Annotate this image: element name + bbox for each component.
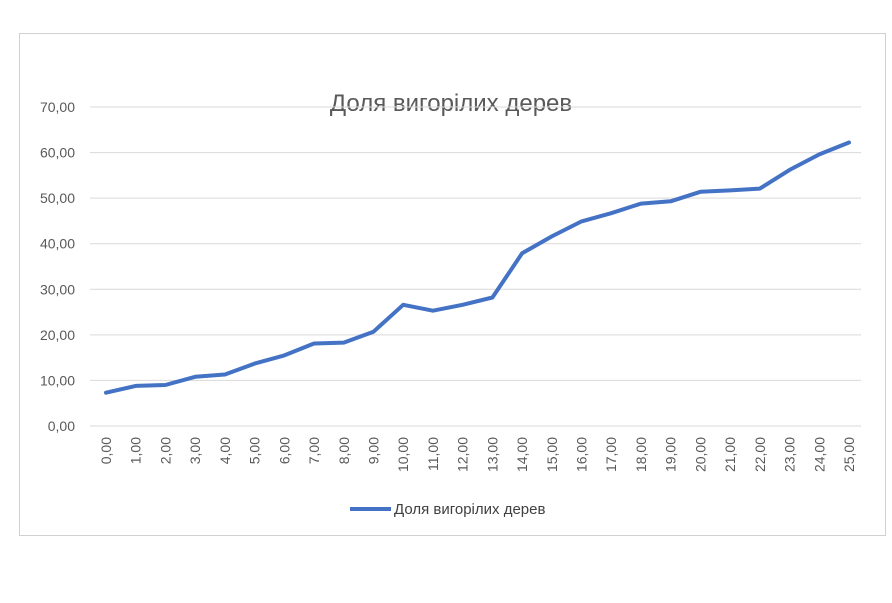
x-tick-label: 15,00 (544, 437, 560, 472)
y-tick-label: 30,00 (40, 281, 75, 297)
series-layer (104, 140, 851, 395)
x-tick-label: 17,00 (603, 437, 619, 472)
gridlines (90, 106, 861, 427)
legend-label: Доля вигорілих дерев (394, 501, 545, 518)
x-tick-label: 23,00 (782, 437, 798, 472)
y-tick-label: 70,00 (40, 99, 75, 115)
x-tick-label: 12,00 (455, 437, 471, 472)
x-tick-label: 19,00 (663, 437, 679, 472)
x-axis-ticks: 0,00 1,00 2,00 3,00 4,00 5,00 6,00 7,00 8,00 9,00… (98, 437, 857, 472)
x-tick-label: 9,00 (365, 437, 381, 464)
x-tick-label: 20,00 (692, 437, 708, 472)
y-tick-label: 0,00 (48, 418, 75, 434)
x-tick-label: 5,00 (247, 437, 263, 464)
x-tick-label: 1,00 (128, 437, 144, 464)
line-chart: Доля вигорілих дерев 0,00 10,00 20,00 30,00… (40, 90, 861, 518)
chart-area: Доля вигорілих дерев 0,00 10,00 20,00 30,00… (19, 33, 886, 536)
x-tick-label: 2,00 (157, 437, 173, 464)
x-tick-label: 10,00 (395, 437, 411, 472)
y-tick-label: 60,00 (40, 145, 75, 161)
x-tick-label: 21,00 (722, 437, 738, 472)
x-tick-label: 7,00 (306, 437, 322, 464)
x-tick-label: 18,00 (633, 437, 649, 472)
x-tick-label: 24,00 (811, 437, 827, 472)
x-tick-label: 6,00 (276, 437, 292, 464)
x-tick-label: 4,00 (217, 437, 233, 464)
x-tick-label: 13,00 (484, 437, 500, 472)
x-tick-label: 3,00 (187, 437, 203, 464)
legend: Доля вигорілих дерев (350, 501, 545, 518)
x-tick-label: 8,00 (336, 437, 352, 464)
x-tick-label: 11,00 (425, 437, 441, 471)
y-tick-label: 50,00 (40, 190, 75, 206)
x-tick-label: 14,00 (514, 437, 530, 472)
x-tick-label: 22,00 (752, 437, 768, 472)
y-tick-label: 40,00 (40, 236, 75, 252)
y-axis-ticks: 0,00 10,00 20,00 30,00 40,00 50,00 60,00 70,00 (40, 99, 75, 434)
y-tick-label: 20,00 (40, 327, 75, 343)
x-tick-label: 16,00 (574, 437, 590, 472)
chart-title: Доля вигорілих дерев (330, 90, 572, 117)
y-tick-label: 10,00 (40, 372, 75, 388)
x-tick-label: 25,00 (841, 437, 857, 472)
series-line (104, 140, 851, 395)
x-tick-label: 0,00 (98, 437, 114, 464)
